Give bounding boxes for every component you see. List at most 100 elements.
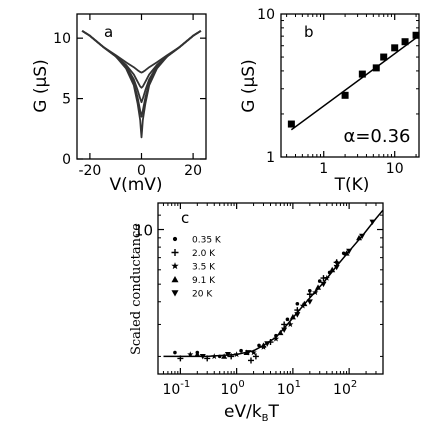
panel-a-ytick-label: 0	[62, 152, 71, 168]
panel-a-xtick-label: 20	[184, 163, 202, 179]
panel-c-point	[272, 335, 280, 342]
panel-a-ytick-label: 10	[53, 31, 71, 47]
panel-b-point	[401, 38, 409, 46]
panel-c-legend-marker	[171, 249, 179, 256]
panel-c-xtick-exponent: 0	[238, 379, 244, 390]
panel-c-point	[306, 291, 313, 298]
panel-c-legend-marker	[171, 262, 179, 270]
panel-c-point	[211, 353, 218, 360]
panel-c-xtick-base: 10	[221, 382, 239, 398]
panel-b-xtick-label: 1	[319, 161, 328, 177]
panel-a-ytick-label: 5	[62, 92, 71, 108]
panel-c-point	[239, 348, 243, 353]
panel-c-point	[289, 313, 296, 320]
panel-a: -20 0 20 0 5 10 a V(mV) G (µS)	[31, 13, 207, 195]
panel-c-point	[250, 349, 257, 356]
panel-b-annotation: α=0.36	[343, 126, 410, 147]
panel-a-ylabel: G (µS)	[31, 59, 51, 112]
panel-c-point	[285, 317, 290, 322]
panel-c-point	[224, 352, 231, 358]
panel-c-frame	[157, 202, 384, 375]
panel-c-point	[173, 350, 177, 355]
panel-c-point	[199, 354, 206, 360]
panel-b-label: b	[304, 23, 314, 41]
panel-c-ylabel: Scaled conductance	[129, 223, 144, 355]
panel-c-legend-label: 20 K	[192, 290, 213, 300]
panel-b-xlabel: T(K)	[334, 175, 370, 195]
panel-c-xtick-exponent: 1	[295, 379, 301, 390]
panel-c-legend: 0.35 K 2.0 K 3.5 K 9.1 K 20 K	[171, 236, 222, 300]
panel-c-xtick-base: 10	[162, 382, 180, 398]
panel-a-curve	[81, 30, 202, 89]
panel-c-xtick-label: 101	[277, 379, 301, 398]
panel-c-point	[343, 250, 350, 256]
panel-c-marks	[163, 209, 384, 364]
panel-c-point	[312, 289, 319, 296]
panel-b-point	[372, 64, 380, 72]
panel-c-point	[228, 353, 235, 360]
panel-b-point	[341, 91, 349, 99]
panel-a-curve	[81, 30, 202, 104]
panel-c-legend-label: 0.35 K	[192, 236, 222, 246]
panel-c-point	[252, 353, 259, 360]
panel-b-frame	[280, 13, 420, 158]
panel-c-label: c	[181, 209, 189, 227]
panel-c-ytick-label: 10	[134, 222, 153, 240]
panel-b-ylabel: G (µS)	[239, 59, 259, 112]
panel-b-point	[358, 70, 366, 78]
panel-a-ticks: -20 0 20 0 5 10	[53, 14, 206, 179]
panel-c-point	[333, 264, 340, 271]
panel-c-point	[281, 321, 288, 328]
panel-c-xtick-base: 10	[277, 382, 295, 398]
panel-a-xlabel: V(mV)	[109, 175, 162, 195]
panel-c-point	[315, 284, 322, 290]
panel-c-point	[287, 321, 294, 328]
panel-c-point	[260, 342, 267, 348]
panel-c-point	[264, 341, 271, 347]
panel-c-point	[204, 355, 211, 362]
panel-c-point	[221, 353, 228, 359]
panel-a-curve	[81, 30, 202, 139]
panel-c-point	[369, 219, 376, 226]
panel-c-xlabel-main: eV/k	[224, 402, 262, 422]
panel-c-xtick-exponent: -1	[180, 379, 190, 390]
panel-c-point	[333, 259, 340, 266]
panel-c-point	[346, 248, 353, 255]
panel-c-point	[247, 357, 254, 364]
panel-b-ytick-label: 10	[257, 7, 275, 23]
panel-c-point	[359, 233, 366, 240]
panel-c-point	[245, 350, 252, 356]
panel-b-xtick-label: 10	[386, 161, 404, 177]
panel-c-point	[257, 343, 261, 348]
panel-c-point	[320, 281, 327, 288]
panel-c-xtick-base: 10	[333, 382, 351, 398]
panel-c-point	[277, 329, 284, 336]
panel-c-point	[306, 299, 313, 305]
panel-c-legend-label: 2.0 K	[192, 249, 216, 259]
panel-c-xlabel-sub: B	[262, 413, 269, 424]
panel-a-xtick-label: 0	[137, 163, 146, 179]
panel-a-curve	[81, 30, 202, 74]
panel-c-xlabel: eV/kBT	[224, 402, 280, 424]
panel-b-ytick-label: 1	[266, 150, 275, 166]
panel-c-legend-label: 3.5 K	[192, 263, 216, 273]
panel-c-xtick-label: 100	[221, 379, 245, 398]
panel-b-marks	[287, 31, 420, 131]
panel-c-legend-marker	[171, 290, 179, 297]
panel-a-curves	[81, 30, 202, 139]
panel-c-point	[217, 354, 222, 359]
panel-c-point	[356, 234, 363, 241]
panel-c-xtick-exponent: 2	[351, 379, 357, 390]
panel-c-point	[177, 355, 184, 362]
panel-c-point	[294, 312, 301, 318]
panel-a-label: a	[104, 23, 113, 41]
panel-b-point	[412, 31, 420, 39]
panel-c-point	[194, 351, 201, 357]
panel-c-xlabel-tail: T	[268, 402, 280, 422]
panel-b-ticks: 1 10 1 10	[257, 7, 419, 177]
panel-c-point	[295, 301, 300, 306]
panel-a-xtick-label: -20	[78, 163, 101, 179]
